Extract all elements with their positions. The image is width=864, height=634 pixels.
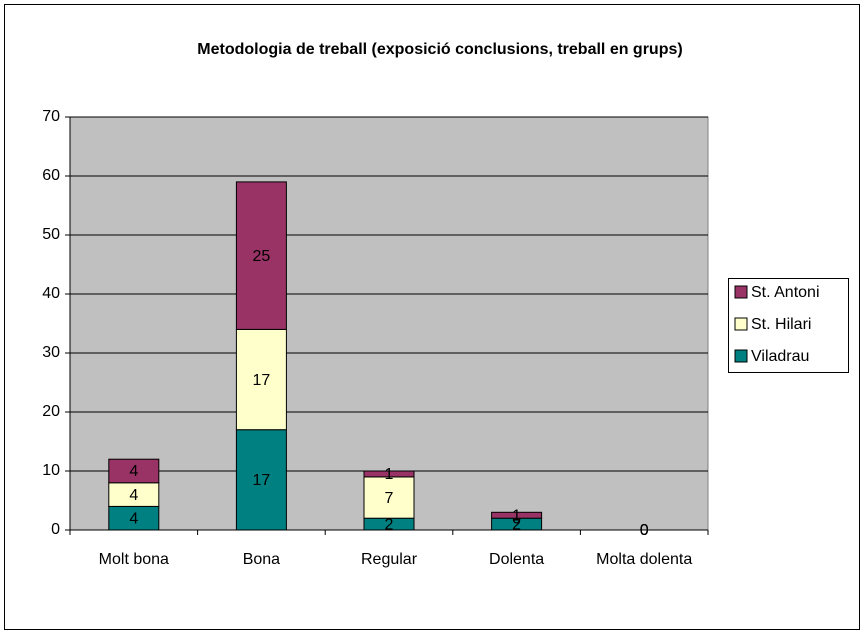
- bar-segment: [108, 458, 160, 484]
- y-tick-label: 70: [42, 108, 60, 125]
- data-label: 4: [129, 463, 138, 480]
- x-tick-label: Molt bona: [98, 551, 169, 568]
- data-label: 0: [640, 522, 649, 539]
- data-label: 4: [129, 510, 138, 527]
- legend-swatch: [734, 317, 748, 331]
- x-tick-label: Regular: [360, 551, 418, 568]
- chart-title: Metodologia de treball (exposició conclu…: [197, 41, 682, 58]
- legend-label: St. Antoni: [751, 284, 820, 301]
- legend-label: Viladrau: [751, 348, 809, 365]
- data-label: 7: [385, 490, 394, 507]
- legend-box: [728, 278, 849, 373]
- data-label: 0: [640, 522, 649, 539]
- data-label: 1: [385, 466, 394, 483]
- legend-swatch: [734, 349, 748, 363]
- bar-segment: [491, 511, 543, 519]
- data-label: 17: [253, 472, 271, 489]
- x-tick-label: Bona: [242, 551, 281, 568]
- data-label: 25: [253, 248, 271, 265]
- y-tick-label: 0: [51, 521, 60, 538]
- data-label: 0: [512, 510, 521, 527]
- y-tick-label: 30: [42, 344, 60, 361]
- data-label: 0: [640, 522, 649, 539]
- data-label: 2: [385, 516, 394, 533]
- y-tick-label: 20: [42, 403, 60, 420]
- bar-segment: [235, 328, 287, 431]
- y-tick-label: 10: [42, 462, 60, 479]
- bar-segment: [363, 476, 415, 519]
- bar-segment: [363, 470, 415, 478]
- plot-area: [69, 116, 709, 531]
- data-label: 4: [129, 487, 138, 504]
- x-tick-label: Molta dolenta: [596, 551, 693, 568]
- legend-swatch: [734, 285, 748, 299]
- bar-segment: [235, 181, 287, 330]
- y-tick-label: 40: [42, 285, 60, 302]
- data-label: 17: [253, 372, 271, 389]
- data-label: 1: [512, 507, 521, 524]
- y-tick-label: 50: [42, 226, 60, 243]
- x-tick-label: Dolenta: [489, 551, 545, 568]
- legend-label: St. Hilari: [751, 316, 811, 333]
- y-tick-label: 60: [42, 167, 60, 184]
- data-label: 2: [512, 516, 521, 533]
- bar-segment: [235, 429, 287, 531]
